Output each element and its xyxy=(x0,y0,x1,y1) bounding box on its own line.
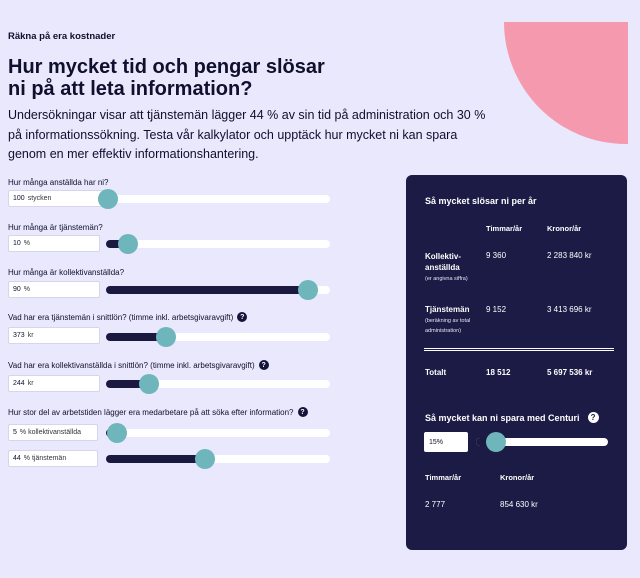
officials-input[interactable]: 10 % xyxy=(8,235,100,252)
employees-slider[interactable] xyxy=(98,189,330,209)
official-wage-question: Vad har era tjänstemän i snittlön? (timm… xyxy=(8,312,248,322)
officials-unit: % xyxy=(23,240,31,247)
divider xyxy=(424,348,614,349)
officials-slider[interactable] xyxy=(106,234,330,254)
collective-slider[interactable] xyxy=(106,280,330,300)
employees-question: Hur många anställda har ni? xyxy=(8,178,109,187)
row-officials-note: (beräkning av total administration) xyxy=(425,318,471,334)
help-icon[interactable]: ? xyxy=(237,312,248,322)
total-hours: 18 512 xyxy=(486,368,511,377)
collective-wage-input[interactable]: 244 kr xyxy=(8,375,100,392)
row-officials-money: 3 413 696 kr xyxy=(547,305,592,314)
search-officials-unit: % tjänstemän xyxy=(23,455,67,462)
decorative-blob xyxy=(504,22,628,144)
collective-label: Hur många är kollektivanställda? xyxy=(8,268,125,277)
savings-slider[interactable] xyxy=(476,432,608,452)
officials-value: 10 xyxy=(13,240,21,247)
collective-wage-unit: kr xyxy=(27,380,34,387)
row-collective-note: (er angivna siffra) xyxy=(425,276,468,282)
collective-question: Hur många är kollektivanställda? xyxy=(8,268,124,277)
help-icon[interactable]: ? xyxy=(297,407,308,417)
employees-unit: stycken xyxy=(27,195,52,202)
collective-unit: % xyxy=(23,286,31,293)
search-officials-slider-fill xyxy=(106,455,205,463)
search-officials-value: 44 xyxy=(13,455,21,462)
official-wage-input[interactable]: 373 kr xyxy=(8,327,100,344)
collective-wage-slider[interactable] xyxy=(106,374,330,394)
savings-col-hours: Timmar/år xyxy=(425,473,462,482)
savings-slider-thumb[interactable] xyxy=(485,432,506,452)
row-officials-hours: 9 152 xyxy=(486,305,507,314)
row-officials-label: Tjänstemän xyxy=(425,305,470,314)
collective-wage-label: Vad har era kollektivanställda i snittlö… xyxy=(8,360,255,370)
officials-question: Hur många är tjänstemän? xyxy=(8,223,103,232)
collective-slider-thumb[interactable] xyxy=(297,280,318,300)
divider xyxy=(424,350,614,351)
official-wage-value: 373 xyxy=(13,332,25,339)
savings-input[interactable]: 15% xyxy=(424,432,468,452)
official-wage-slider-thumb[interactable] xyxy=(156,327,177,347)
employees-input[interactable]: 100 stycken xyxy=(8,190,104,207)
employees-slider-thumb[interactable] xyxy=(98,189,119,209)
search-officials-slider[interactable] xyxy=(106,449,330,469)
search-collective-input[interactable]: 5 % kollektivanställda xyxy=(8,424,98,441)
officials-slider-thumb[interactable] xyxy=(118,234,139,254)
collective-wage-slider-fill xyxy=(106,380,149,388)
savings-header: Så mycket kan ni spara med Centuri ? xyxy=(425,412,599,423)
employees-label: Hur många anställda har ni? xyxy=(8,178,109,187)
collective-input[interactable]: 90 % xyxy=(8,281,100,298)
collective-slider-fill xyxy=(106,286,308,294)
savings-title: Så mycket kan ni spara med Centuri xyxy=(425,412,580,423)
help-icon[interactable]: ? xyxy=(587,412,599,423)
collective-value: 90 xyxy=(13,286,21,293)
official-wage-slider[interactable] xyxy=(106,327,330,347)
savings-money: 854 630 kr xyxy=(500,500,538,509)
official-wage-unit: kr xyxy=(27,332,34,339)
search-collective-slider[interactable] xyxy=(106,423,330,443)
officials-label: Hur många är tjänstemän? xyxy=(8,223,103,232)
col-hours-header: Timmar/år xyxy=(486,224,523,233)
row-collective-hours: 9 360 xyxy=(486,251,507,260)
search-time-label: Hur stor del av arbetstiden lägger era m… xyxy=(8,407,294,417)
savings-col-money: Kronor/år xyxy=(500,473,535,482)
help-icon[interactable]: ? xyxy=(258,360,269,370)
savings-hours: 2 777 xyxy=(425,500,446,509)
search-officials-slider-thumb[interactable] xyxy=(194,449,215,469)
search-collective-value: 5 xyxy=(13,429,17,436)
total-money: 5 697 536 kr xyxy=(547,368,593,377)
total-label: Totalt xyxy=(425,368,447,377)
officials-slider-fill xyxy=(106,240,129,248)
collective-wage-question: Vad har era kollektivanställda i snittlö… xyxy=(8,360,269,370)
row-collective-money: 2 283 840 kr xyxy=(547,251,592,260)
search-collective-slider-thumb[interactable] xyxy=(107,423,128,443)
eyebrow: Räkna på era kostnader xyxy=(8,31,116,42)
search-collective-unit: % kollektivanställda xyxy=(19,429,81,436)
results-panel: Så mycket slösar ni per år Timmar/år Kro… xyxy=(406,175,627,550)
official-wage-slider-fill xyxy=(106,333,167,341)
official-wage-label: Vad har era tjänstemän i snittlön? (timm… xyxy=(8,312,234,322)
collective-wage-value: 244 xyxy=(13,380,25,387)
search-time-question: Hur stor del av arbetstiden lägger era m… xyxy=(8,407,308,417)
collective-wage-slider-thumb[interactable] xyxy=(138,374,159,394)
results-title: Så mycket slösar ni per år xyxy=(425,196,537,206)
intro-text: Undersökningar visar att tjänstemän lägg… xyxy=(8,108,486,161)
page-title: Hur mycket tid och pengar slösar ni på a… xyxy=(8,56,325,100)
col-money-header: Kronor/år xyxy=(547,224,582,233)
search-officials-input[interactable]: 44 % tjänstemän xyxy=(8,450,98,467)
row-collective-label: Kollektiv- anställda xyxy=(425,252,462,272)
employees-value: 100 xyxy=(13,195,25,202)
